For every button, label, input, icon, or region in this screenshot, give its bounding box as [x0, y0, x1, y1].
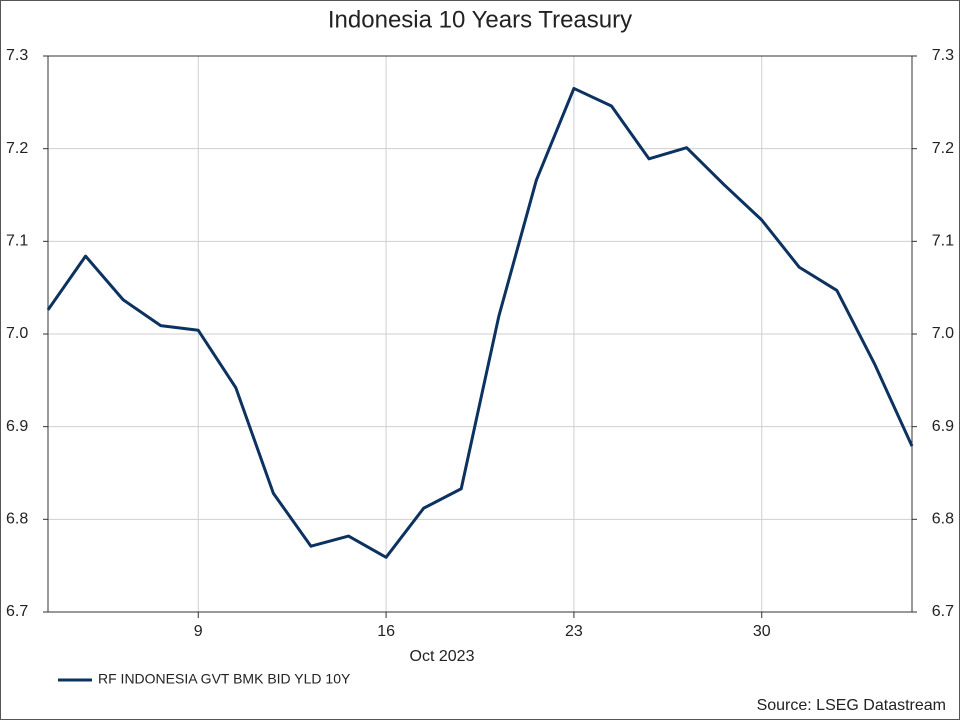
y2-tick-label: 7.2: [932, 140, 954, 157]
x-tick-label: 23: [565, 623, 583, 640]
legend-label: RF INDONESIA GVT BMK BID YLD 10Y: [98, 671, 351, 687]
y2-tick-label: 6.9: [932, 418, 954, 435]
y2-tick-label: 7.1: [932, 233, 954, 250]
y-tick-label: 7.3: [6, 47, 28, 64]
y2-tick-label: 6.8: [932, 511, 954, 528]
y-tick-label: 6.9: [6, 418, 28, 435]
y-tick-label: 6.8: [6, 511, 28, 528]
x-axis-label: Oct 2023: [410, 648, 475, 665]
x-tick-label: 9: [194, 623, 203, 640]
y-tick-label: 7.1: [6, 233, 28, 250]
y-tick-label: 7.0: [6, 325, 28, 342]
line-series: [46, 86, 914, 559]
plot-area: [47, 55, 913, 613]
y2-tick-label: 7.3: [932, 47, 954, 64]
y2-tick-label: 6.7: [932, 603, 954, 620]
y-tick-label: 7.2: [6, 140, 28, 157]
source: Source: LSEG Datastream: [757, 697, 946, 714]
x-tick-label: 16: [377, 623, 395, 640]
y2-tick-label: 7.0: [932, 325, 954, 342]
y-tick-label: 6.7: [6, 603, 28, 620]
x-tick-label: 30: [753, 623, 771, 640]
chart-title: Indonesia 10 Years Treasury: [328, 6, 632, 33]
